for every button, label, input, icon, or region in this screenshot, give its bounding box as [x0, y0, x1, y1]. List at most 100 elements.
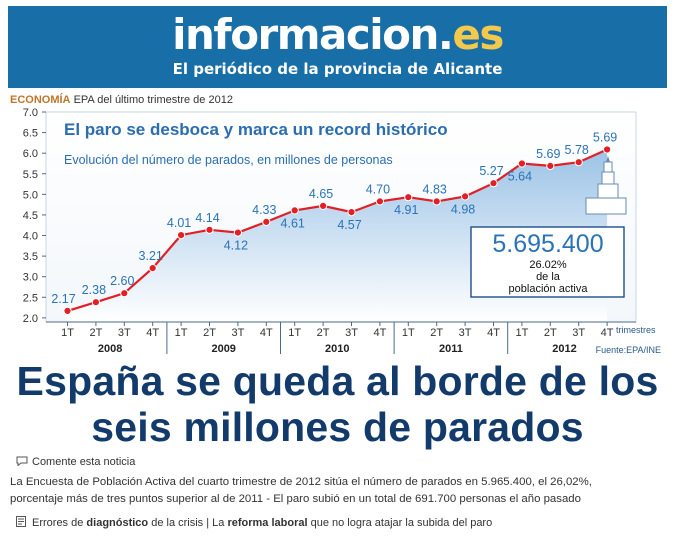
y-tick-label: 4.5	[23, 210, 38, 222]
x-tick-label: 4T	[601, 327, 614, 339]
data-point	[233, 228, 242, 237]
y-tick-label: 2.5	[23, 292, 38, 304]
year-label: 2010	[325, 343, 349, 355]
y-tick-label: 6.0	[23, 148, 38, 160]
related-links: Errores de diagnóstico de la crisis | La…	[16, 516, 492, 529]
comment-bubble-icon	[16, 456, 28, 466]
x-ticks: 1T 2T 3T 4T 1T 2T 3T 4T 1T 2T 3T 4T 1T 2T 3T 4T 1T 2T 3T 4T…	[61, 322, 614, 355]
value-label: 2.38	[82, 283, 106, 297]
value-label: 5.78	[565, 143, 589, 157]
logo-suffix: es	[452, 10, 504, 59]
year-label: 2012	[552, 343, 576, 355]
x-tick-label: 3T	[231, 327, 244, 339]
value-label: 4.12	[224, 239, 248, 253]
data-point	[120, 289, 129, 298]
comment-link[interactable]: Comente esta noticia	[16, 456, 135, 468]
data-points	[63, 145, 612, 315]
data-point	[517, 159, 527, 168]
data-point	[461, 192, 470, 201]
x-tick-label: 3T	[459, 327, 472, 339]
y-tick-label: 6.5	[23, 128, 38, 140]
callout-line3: población activa	[509, 283, 589, 295]
data-point	[375, 197, 384, 206]
value-label: 4.70	[366, 182, 390, 196]
value-label: 3.21	[139, 249, 163, 263]
data-point	[205, 225, 214, 234]
callout-line2: de la	[536, 271, 561, 283]
y-tick-label: 3.5	[23, 251, 38, 263]
data-point	[546, 161, 555, 171]
value-label: 4.91	[394, 203, 418, 217]
year-label: 2009	[211, 343, 235, 355]
value-label: 4.83	[423, 182, 447, 196]
headline-line-1: España se queda al borde de los	[16, 358, 659, 404]
y-tick-label: 3.0	[23, 272, 38, 284]
unemployment-chart: 2.02.53.03.54.04.55.05.56.06.57.0 2.172.…	[23, 108, 661, 355]
source-note: Fuente:EPA/INE	[596, 345, 661, 355]
callout-percent: 26.02%	[529, 259, 567, 271]
related-link-1[interactable]: Errores de diagnóstico de la crisis | La	[32, 517, 227, 529]
building-icon	[585, 156, 627, 215]
y-axis: 2.0 2.5 3.0 3.5 4.0 4.5 5.0 5.5 6.0 6.5 7.0	[23, 108, 46, 325]
data-point	[347, 208, 356, 217]
related-link-2[interactable]: reforma laboral que no logra atajar la s…	[227, 517, 492, 529]
section-caption: EPA del último trimestre de 2012	[73, 94, 233, 106]
logo-main: informacion.	[172, 10, 454, 59]
headline-line-2: seis millones de parados	[91, 404, 584, 450]
document-icon	[16, 516, 26, 527]
chart-subtitle: Evolución del número de parados, en mill…	[64, 153, 393, 167]
data-point	[404, 193, 413, 202]
x-tick-label: 2T	[89, 327, 102, 339]
total-callout: 5.695.400 26.02% de la población activa	[470, 226, 625, 298]
y-tick-label: 5.5	[23, 169, 38, 181]
x-tick-label: 2T	[317, 327, 330, 339]
value-label: 5.64	[508, 170, 532, 184]
value-label: 5.69	[593, 131, 617, 145]
masthead[interactable]: informacion.es El periódico de la provin…	[8, 6, 667, 88]
value-label: 2.17	[51, 292, 75, 306]
y-tick-label: 5.0	[23, 189, 38, 201]
value-label: 4.98	[451, 202, 475, 216]
summary-line-1: La Encuesta de Población Activa del cuar…	[10, 476, 592, 488]
x-tick-label: 4T	[260, 327, 273, 339]
value-label: 5.27	[479, 164, 503, 178]
value-label: 4.57	[337, 218, 361, 232]
value-label: 4.01	[167, 216, 191, 230]
value-label: 4.33	[252, 203, 276, 217]
x-tick-label: 1T	[402, 327, 415, 339]
headline[interactable]: España se queda al borde de los seis mil…	[0, 358, 675, 450]
data-line	[67, 148, 608, 312]
data-point	[63, 306, 72, 315]
article-summary: La Encuesta de Población Activa del cuar…	[10, 474, 670, 508]
data-point	[489, 179, 498, 188]
x-tick-label: 1T	[515, 327, 528, 339]
value-label: 4.14	[195, 211, 219, 225]
site-logo[interactable]: informacion.es	[8, 10, 667, 59]
data-point	[574, 158, 583, 167]
y-tick-label: 4.0	[23, 231, 38, 243]
x-tick-label: 1T	[288, 327, 301, 339]
x-tick-label: 2T	[203, 327, 216, 339]
year-label: 2008	[98, 343, 122, 355]
section-label: ECONOMÍA EPA del último trimestre de 201…	[10, 94, 233, 106]
x-tick-label: 2T	[544, 327, 557, 339]
related-bold-2: reforma laboral	[227, 517, 308, 529]
x-tick-label: 4T	[146, 327, 159, 339]
x-tick-label: 2T	[430, 327, 443, 339]
data-point	[290, 206, 299, 215]
value-label: 4.61	[281, 216, 305, 230]
callout-value: 5.695.400	[492, 230, 603, 258]
section-name[interactable]: ECONOMÍA	[10, 94, 71, 106]
data-point	[319, 201, 328, 211]
data-point	[432, 197, 441, 206]
value-labels: 2.17 2.38 2.60 3.21 4.01 4.14 4.12 4.33 4.61 4.65…	[51, 131, 617, 306]
summary-line-2: porcentaje más de tres puntos superior a…	[10, 493, 581, 505]
data-point	[91, 298, 101, 307]
year-label: 2011	[439, 343, 463, 355]
x-tick-label: 4T	[373, 327, 386, 339]
data-point	[148, 264, 157, 273]
x-tick-label: 1T	[61, 327, 74, 339]
tagline: El periódico de la provincia de Alicante	[172, 60, 503, 78]
x-tick-label: 3T	[572, 327, 585, 339]
value-label: 2.60	[110, 274, 134, 288]
